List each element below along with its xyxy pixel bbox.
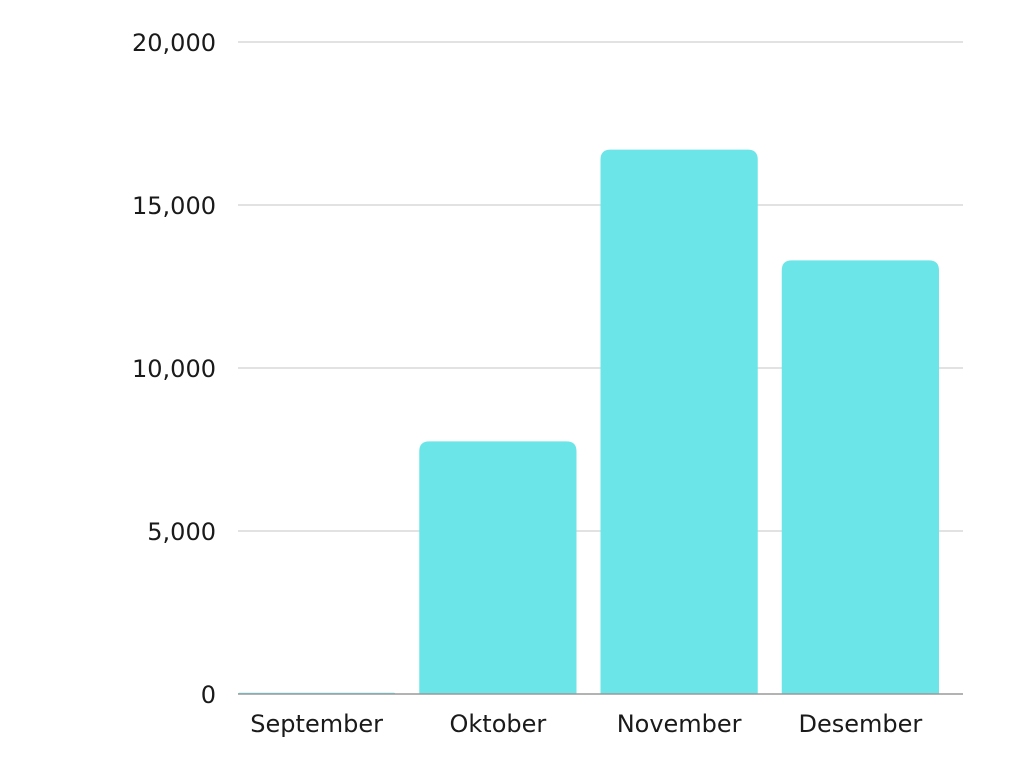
bar-oktober: [419, 441, 577, 694]
y-tick-label: 0: [201, 681, 216, 709]
x-axis-category-labels: September Oktober November Desember: [250, 710, 922, 738]
bars: [238, 149, 939, 694]
x-tick-label: September: [250, 710, 383, 738]
bar-november: [600, 149, 758, 694]
x-tick-label: Oktober: [450, 710, 547, 738]
y-tick-label: 10,000: [132, 355, 216, 383]
y-tick-label: 20,000: [132, 29, 216, 57]
bar-desember: [781, 260, 939, 694]
x-tick-label: November: [617, 710, 742, 738]
x-tick-label: Desember: [798, 710, 922, 738]
y-axis-tick-labels: 0 5,000 10,000 15,000 20,000: [132, 29, 216, 709]
y-tick-label: 15,000: [132, 192, 216, 220]
y-tick-label: 5,000: [147, 518, 216, 546]
